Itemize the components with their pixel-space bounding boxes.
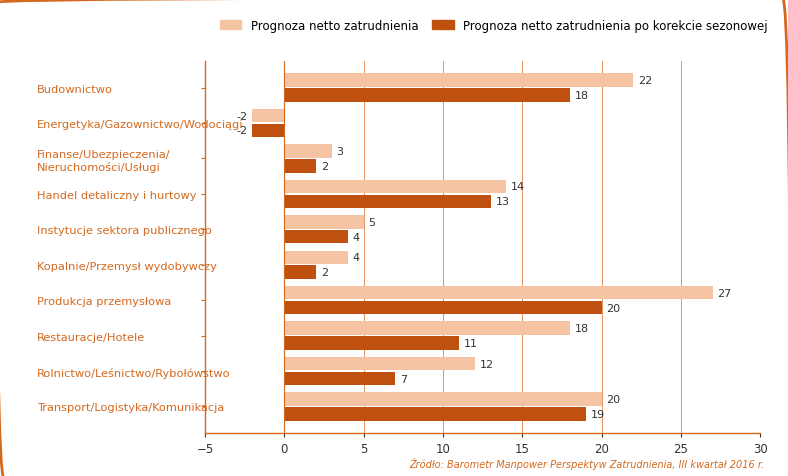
Bar <box>284 145 332 159</box>
Bar <box>284 195 491 208</box>
Text: 20: 20 <box>607 303 621 313</box>
Text: 20: 20 <box>607 394 621 404</box>
Text: 5: 5 <box>368 218 375 228</box>
Bar <box>284 180 507 194</box>
Text: 19: 19 <box>590 409 604 419</box>
Bar <box>284 251 348 265</box>
Bar <box>284 407 585 421</box>
Text: 12: 12 <box>479 359 493 369</box>
Text: 18: 18 <box>574 324 589 334</box>
Bar <box>284 357 474 371</box>
Bar <box>284 372 396 386</box>
Text: 4: 4 <box>352 253 359 263</box>
Text: 22: 22 <box>638 76 652 86</box>
Bar <box>284 322 570 335</box>
Bar <box>284 74 634 88</box>
Text: 14: 14 <box>511 182 526 192</box>
Text: 18: 18 <box>574 91 589 101</box>
Bar <box>284 337 459 350</box>
Bar <box>284 160 316 173</box>
Text: 13: 13 <box>496 197 509 207</box>
Text: -2: -2 <box>236 126 247 136</box>
Text: 7: 7 <box>400 374 407 384</box>
Bar <box>284 287 713 300</box>
Text: 3: 3 <box>336 147 344 157</box>
Bar <box>284 266 316 279</box>
Text: 11: 11 <box>463 338 478 348</box>
Bar <box>252 124 284 138</box>
Text: -2: -2 <box>236 111 247 121</box>
Bar <box>284 230 348 244</box>
Bar <box>284 216 363 229</box>
Bar <box>284 301 602 315</box>
Text: 27: 27 <box>718 288 732 298</box>
Text: 2: 2 <box>321 161 328 171</box>
Text: 4: 4 <box>352 232 359 242</box>
Bar <box>284 393 602 406</box>
Text: Źródło: Barometr Manpower Perspektyw Zatrudnienia, III kwartał 2016 r.: Źródło: Barometr Manpower Perspektyw Zat… <box>409 457 764 469</box>
Text: 2: 2 <box>321 268 328 278</box>
Bar <box>284 89 570 102</box>
Legend: Prognoza netto zatrudnienia, Prognoza netto zatrudnienia po korekcie sezonowej: Prognoza netto zatrudnienia, Prognoza ne… <box>220 20 768 32</box>
Bar <box>252 109 284 123</box>
